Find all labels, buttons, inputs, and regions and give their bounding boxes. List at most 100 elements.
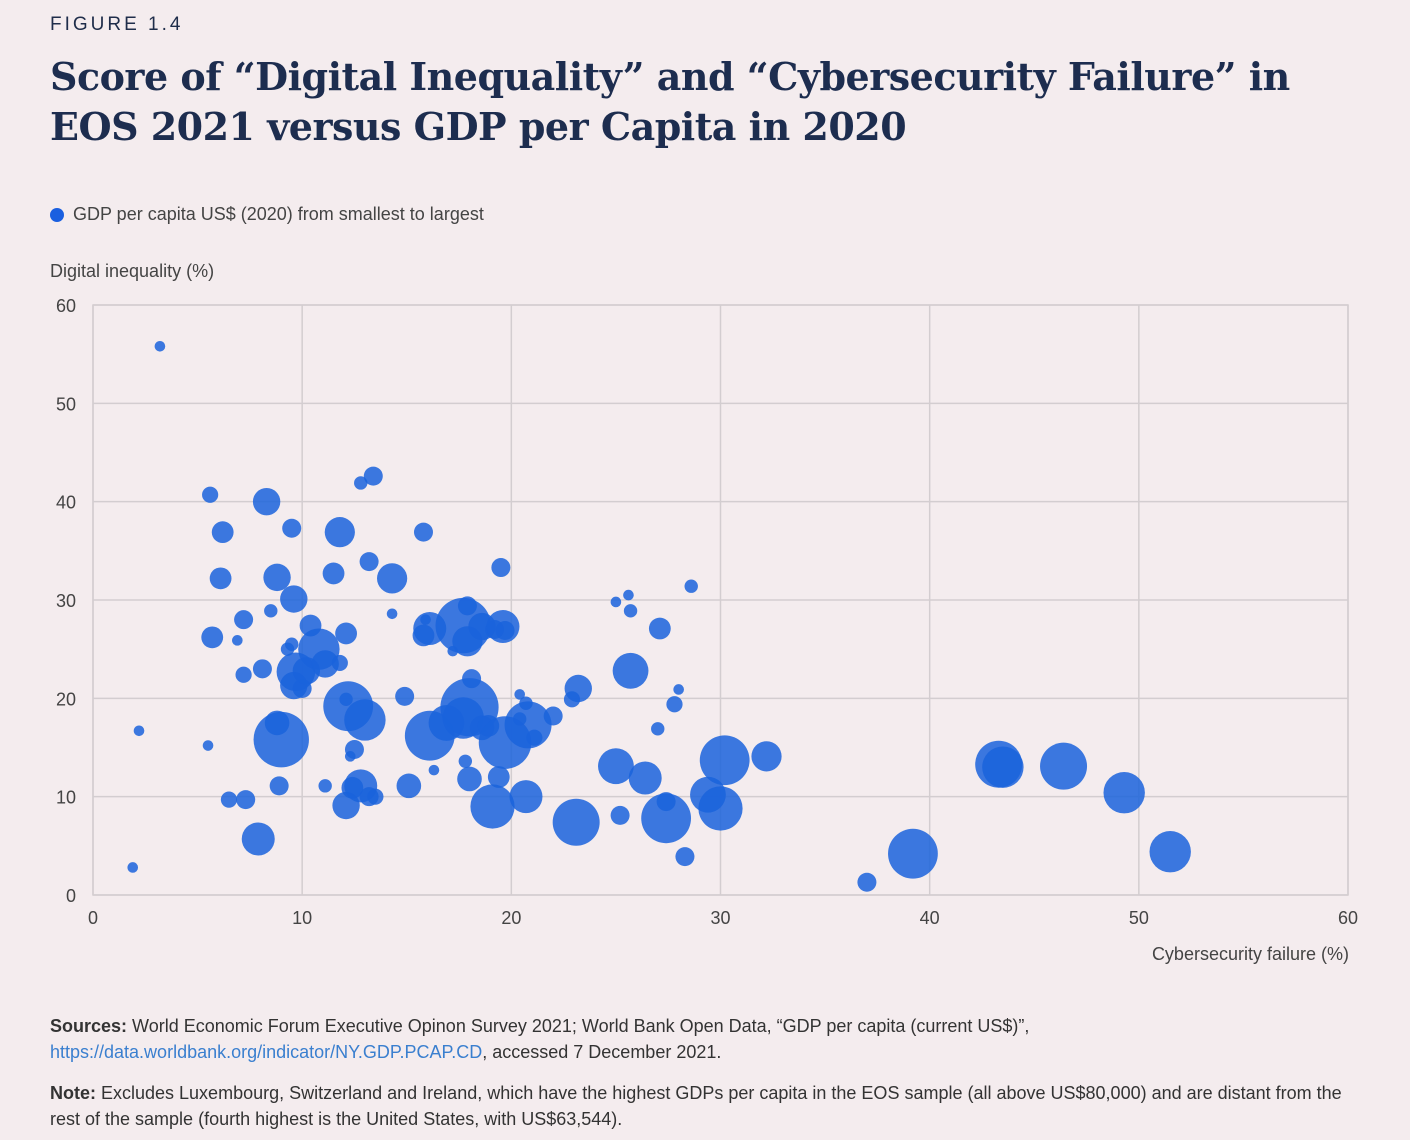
x-tick-label: 0: [88, 908, 98, 928]
legend: GDP per capita US$ (2020) from smallest …: [50, 204, 484, 225]
data-point: [1103, 772, 1145, 814]
x-tick-label: 40: [920, 908, 940, 928]
y-tick-label: 0: [66, 886, 76, 906]
data-point: [363, 466, 383, 486]
y-tick-label: 10: [56, 788, 76, 808]
data-point: [253, 711, 309, 768]
x-tick-label: 30: [710, 908, 730, 928]
data-point: [311, 650, 339, 678]
data-point: [234, 610, 254, 630]
data-point: [201, 626, 224, 649]
sources-link[interactable]: https://data.worldbank.org/indicator/NY.…: [50, 1042, 483, 1062]
data-point: [610, 805, 630, 825]
data-point: [395, 686, 415, 706]
data-point: [354, 476, 368, 490]
data-point: [396, 773, 422, 799]
sources-label: Sources:: [50, 1016, 128, 1036]
data-point: [552, 798, 600, 846]
data-point: [280, 585, 308, 613]
scatter-plot: 0 10 20 30 40 50 60 0 10 20 30 40 50 60: [56, 296, 1358, 928]
data-point: [344, 699, 386, 741]
data-point: [543, 706, 563, 726]
data-point: [269, 776, 289, 796]
data-point: [236, 790, 256, 810]
data-point: [509, 780, 543, 814]
data-point: [698, 786, 743, 831]
legend-marker-icon: [50, 207, 64, 222]
data-point: [318, 779, 332, 793]
data-point: [322, 562, 345, 585]
legend-label: GDP per capita US$ (2020) from smallest …: [73, 204, 484, 224]
data-point: [335, 622, 357, 645]
data-point: [651, 722, 665, 736]
y-tick-label: 50: [56, 394, 76, 414]
data-point: [282, 518, 302, 538]
data-point: [211, 521, 234, 544]
x-tick-label: 20: [501, 908, 521, 928]
data-point: [666, 696, 683, 713]
data-point: [684, 579, 698, 593]
sources-text: World Economic Forum Executive Opinon Su…: [127, 1016, 1030, 1036]
data-point: [252, 659, 272, 679]
data-point: [623, 589, 634, 601]
data-point: [675, 847, 695, 867]
x-axis-label: Cybersecurity failure (%): [1151, 944, 1349, 964]
data-point: [127, 862, 139, 873]
data-point: [235, 666, 252, 683]
data-point: [209, 567, 232, 590]
data-point: [458, 754, 473, 768]
data-point: [232, 635, 243, 646]
exclusion-note: Note: Excludes Luxembourg, Switzerland a…: [50, 1080, 1350, 1132]
figure-label: FIGURE 1.4: [50, 14, 184, 35]
data-points: [127, 341, 1191, 892]
sources-tail: , accessed 7 December 2021.: [482, 1042, 722, 1062]
data-point: [428, 764, 440, 776]
data-point: [359, 552, 379, 572]
data-point: [1040, 742, 1088, 790]
sources-note: Sources: World Economic Forum Executive …: [50, 1013, 1350, 1065]
axis-ticks: 0 10 20 30 40 50 60 0 10 20 30 40 50 60: [56, 296, 1358, 928]
data-point: [285, 637, 299, 651]
note-text: Excludes Luxembourg, Switzerland and Ire…: [50, 1083, 1342, 1129]
data-point: [133, 725, 145, 737]
data-point: [220, 791, 238, 808]
data-point: [252, 487, 281, 516]
data-point: [264, 604, 278, 618]
data-point: [526, 729, 543, 746]
data-point: [331, 654, 348, 672]
data-point: [377, 563, 408, 594]
data-point: [1149, 831, 1191, 873]
data-point: [462, 669, 482, 689]
data-point: [673, 684, 684, 695]
y-tick-label: 40: [56, 493, 76, 513]
data-point: [888, 828, 938, 879]
data-point: [344, 739, 364, 759]
chart-title: Score of “Digital Inequality” and “Cyber…: [50, 54, 1290, 149]
y-axis-label: Digital inequality (%): [50, 261, 215, 281]
y-tick-label: 30: [56, 591, 76, 611]
data-point: [699, 735, 750, 786]
data-point: [857, 872, 877, 892]
y-tick-label: 20: [56, 689, 76, 709]
data-point: [202, 486, 219, 503]
data-point: [751, 741, 782, 772]
data-point: [612, 652, 649, 689]
data-point: [367, 788, 384, 805]
data-point: [470, 784, 515, 829]
data-point: [457, 596, 477, 616]
data-point: [610, 596, 622, 608]
data-point: [263, 563, 291, 592]
data-point: [324, 517, 355, 548]
x-tick-label: 10: [292, 908, 312, 928]
y-tick-label: 60: [56, 296, 76, 316]
data-point: [641, 793, 692, 844]
data-point: [648, 617, 671, 640]
data-point: [564, 674, 592, 703]
data-point: [202, 740, 214, 751]
data-point: [628, 761, 662, 795]
data-point: [656, 792, 676, 812]
data-point: [491, 558, 511, 578]
x-tick-label: 50: [1129, 908, 1149, 928]
data-point: [514, 689, 525, 700]
data-point: [982, 746, 1024, 788]
